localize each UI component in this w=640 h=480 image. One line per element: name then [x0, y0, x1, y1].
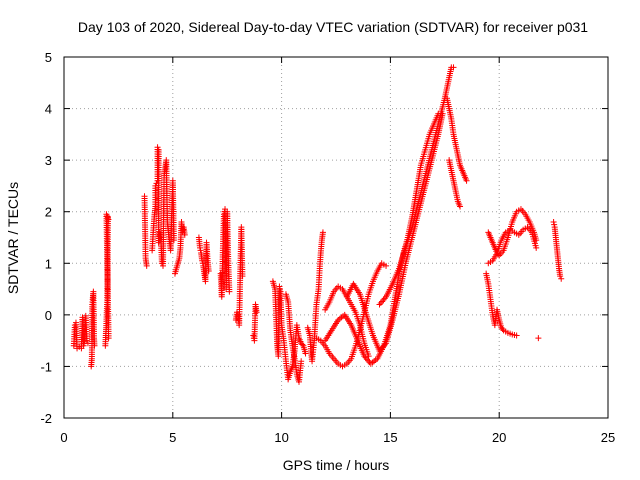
y-tick-label: 0 [45, 308, 52, 323]
data-point [80, 342, 87, 349]
data-point [513, 332, 520, 339]
data-point [199, 257, 206, 264]
data-point [383, 262, 390, 269]
data-point [91, 342, 98, 349]
data-point [181, 231, 188, 238]
data-point [298, 358, 305, 365]
data-point [457, 203, 464, 210]
data-point [302, 350, 309, 357]
y-tick-label: 5 [45, 50, 52, 65]
data-point [239, 273, 246, 280]
data-point [557, 273, 564, 280]
data-point [199, 260, 206, 267]
data-point [156, 229, 163, 236]
data-point [499, 326, 506, 333]
y-axis-label: SDTVAR / TECUs [5, 182, 21, 294]
data-point [105, 335, 112, 342]
data-point [205, 268, 212, 275]
data-point [533, 244, 540, 251]
data-point [450, 64, 457, 71]
x-tick-label: 5 [169, 430, 176, 445]
x-tick-label: 25 [601, 430, 615, 445]
grid [64, 57, 608, 418]
data-point [253, 309, 260, 316]
data-point [380, 296, 387, 303]
data-point [535, 335, 542, 342]
data-point [276, 286, 283, 293]
y-tick-label: 4 [45, 102, 52, 117]
data-point [377, 299, 384, 306]
data-point [180, 226, 187, 233]
y-tick-label: 3 [45, 153, 52, 168]
plot-frame [63, 56, 609, 419]
data-points [70, 64, 565, 385]
data-point [226, 288, 233, 295]
data-point [143, 262, 150, 269]
data-point [154, 144, 161, 151]
x-tick-label: 20 [492, 430, 506, 445]
data-point [170, 237, 177, 244]
data-point [558, 275, 565, 282]
y-tick-label: 2 [45, 205, 52, 220]
data-point [197, 244, 203, 251]
data-point [299, 341, 306, 348]
chart-title: Day 103 of 2020, Sidereal Day-to-day VTE… [78, 19, 588, 35]
x-tick-label: 15 [383, 430, 397, 445]
y-tick-label: 1 [45, 256, 52, 271]
data-point [550, 219, 557, 226]
data-point [276, 283, 283, 290]
x-axis: 0 5 10 15 20 25 [60, 57, 615, 445]
data-point [197, 247, 204, 254]
x-tick-label: 0 [60, 430, 67, 445]
data-point [463, 177, 470, 184]
data-point [152, 182, 159, 189]
x-axis-label: GPS time / hours [283, 457, 390, 473]
data-point [379, 298, 386, 305]
data-point [376, 301, 383, 308]
data-point [83, 337, 90, 344]
data-point [551, 221, 558, 228]
x-tick-label: 10 [274, 430, 288, 445]
data-point [319, 229, 326, 236]
y-tick-label: -1 [40, 359, 52, 374]
y-axis: -2 -1 0 1 2 3 4 5 [40, 50, 608, 426]
y-tick-label: -2 [40, 411, 52, 426]
